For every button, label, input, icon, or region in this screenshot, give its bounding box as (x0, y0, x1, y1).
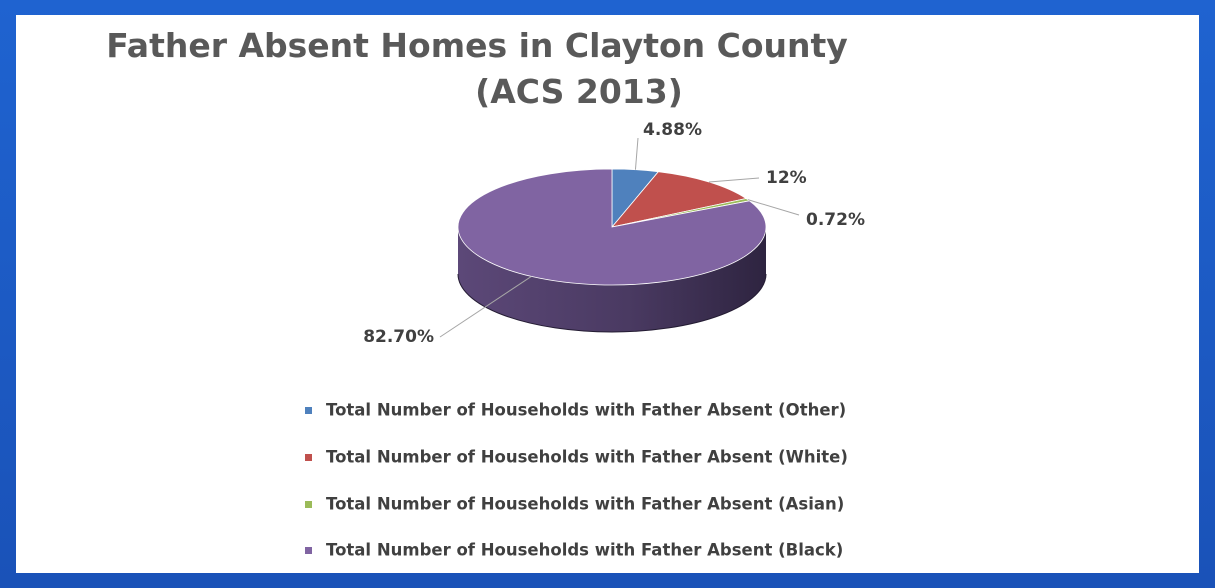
data-label-white: 12% (766, 168, 807, 188)
data-label-asian: 0.72% (806, 210, 865, 230)
pie-side-edge (457, 273, 767, 333)
pie-side-wall-black (458, 227, 766, 332)
chart-panel: Father Absent Homes in Clayton County (A… (16, 15, 1199, 573)
data-labels: 4.88% 12% 0.72% 82.70% (363, 120, 865, 347)
chart-title-line-1: Father Absent Homes in Clayton County (106, 26, 848, 65)
legend-swatch-white (305, 454, 312, 461)
pie-chart: Father Absent Homes in Clayton County (A… (106, 26, 865, 560)
legend-label-other: Total Number of Households with Father A… (326, 401, 846, 420)
leader-line-white (708, 177, 760, 183)
leader-line-other (634, 137, 639, 170)
chart-title-line-2: (ACS 2013) (475, 72, 683, 111)
pie-slice-black (457, 168, 767, 286)
legend-label-black: Total Number of Households with Father A… (326, 541, 843, 560)
data-label-other: 4.88% (643, 120, 702, 140)
legend: Total Number of Households with Father A… (305, 401, 848, 560)
leader-line-asian (747, 199, 800, 216)
pie-slice-white (610, 171, 748, 228)
leader-line-black (439, 275, 532, 338)
legend-swatch-black (305, 547, 312, 554)
leader-lines (439, 137, 800, 338)
pie-slices (457, 168, 767, 286)
legend-label-white: Total Number of Households with Father A… (326, 448, 848, 467)
pie-side-wall (457, 227, 767, 333)
legend-swatch-other (305, 407, 312, 414)
legend-label-asian: Total Number of Households with Father A… (326, 495, 844, 514)
legend-swatch-asian (305, 501, 312, 508)
data-label-black: 82.70% (363, 327, 434, 347)
